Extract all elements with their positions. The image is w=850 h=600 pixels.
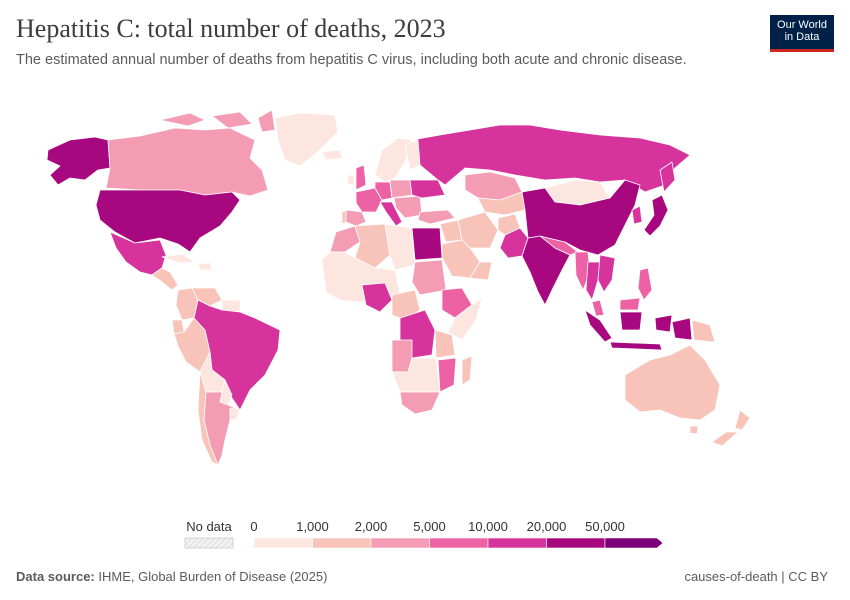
legend-swatch[interactable]	[487, 537, 547, 549]
chart-subtitle: The estimated annual number of deaths fr…	[16, 52, 687, 68]
region-ukraine[interactable]	[409, 179, 446, 199]
source-text: IHME, Global Burden of Disease (2025)	[94, 569, 328, 584]
region-iceland[interactable]	[321, 149, 343, 161]
region-australia[interactable]	[624, 344, 721, 421]
chart-title: Hepatitis C: total number of deaths, 202…	[16, 14, 446, 43]
legend-swatch[interactable]	[429, 537, 489, 549]
legend-tick-label: 2,000	[355, 519, 388, 534]
legend-swatch[interactable]	[604, 537, 664, 549]
region-turkey[interactable]	[417, 209, 456, 225]
region-brazil[interactable]	[193, 299, 281, 411]
source-note: Data source: IHME, Global Burden of Dise…	[16, 569, 327, 584]
region-malaysia[interactable]	[591, 297, 641, 317]
region-sudan[interactable]	[411, 259, 447, 296]
region-ecuador[interactable]	[171, 319, 185, 335]
region-japan[interactable]	[643, 194, 669, 237]
region-kamchatka[interactable]	[659, 161, 676, 193]
region-indonesia[interactable]	[584, 309, 693, 351]
owid-logo[interactable]: Our World in Data	[770, 15, 834, 52]
region-poland[interactable]	[389, 179, 413, 199]
region-greenland[interactable]	[274, 112, 339, 167]
legend-swatch[interactable]	[370, 537, 430, 549]
region-venezuela[interactable]	[191, 287, 223, 307]
region-united-states[interactable]	[95, 189, 241, 253]
logo-line-2: in Data	[784, 31, 820, 43]
legend-tick-label: 10,000	[468, 519, 508, 534]
region-nigeria[interactable]	[361, 282, 393, 313]
region-russia[interactable]	[411, 124, 691, 193]
region-libya[interactable]	[384, 223, 416, 271]
legend-tick-label: 50,000	[585, 519, 625, 534]
legend: No data 0 1,000 2,000 5,000 10,000 20,000 50,0…	[184, 519, 664, 549]
region-canada-islands[interactable]	[159, 109, 276, 133]
source-label: Data source:	[16, 569, 95, 584]
legend-tick-label: 5,000	[413, 519, 446, 534]
region-china[interactable]	[521, 179, 641, 256]
region-vietnam-cambodia[interactable]	[597, 254, 616, 293]
region-tasmania[interactable]	[689, 425, 699, 435]
region-uruguay[interactable]	[229, 407, 241, 421]
region-philippines[interactable]	[637, 267, 653, 301]
region-south-africa[interactable]	[399, 391, 441, 415]
region-thailand[interactable]	[585, 261, 601, 301]
region-ireland[interactable]	[346, 174, 355, 186]
legend-swatch[interactable]	[312, 537, 372, 549]
region-egypt[interactable]	[411, 227, 443, 261]
region-somalia-kenya[interactable]	[447, 297, 483, 341]
region-germany[interactable]	[374, 181, 393, 201]
legend-no-data-label: No data	[186, 519, 232, 534]
legend-tick-label: 20,000	[527, 519, 567, 534]
region-caribbean[interactable]	[161, 253, 213, 271]
legend-tick-label: 1,000	[296, 519, 329, 534]
region-yemen-oman[interactable]	[469, 261, 493, 281]
region-new-zealand[interactable]	[711, 409, 751, 447]
region-portugal[interactable]	[341, 209, 347, 225]
license-note[interactable]: causes-of-death | CC BY	[684, 569, 828, 584]
region-tanzania[interactable]	[434, 329, 456, 359]
legend-tick-label: 0	[250, 519, 257, 534]
region-central-america[interactable]	[151, 267, 179, 291]
region-mozambique[interactable]	[437, 357, 457, 393]
region-united-kingdom[interactable]	[355, 164, 367, 191]
legend-swatch[interactable]	[546, 537, 606, 549]
region-italy[interactable]	[379, 201, 403, 227]
legend-swatch[interactable]	[253, 537, 313, 549]
region-alaska[interactable]	[46, 136, 111, 186]
region-papua-new-guinea[interactable]	[691, 319, 716, 343]
logo-line-1: Our World	[777, 19, 827, 31]
region-madagascar[interactable]	[461, 355, 473, 386]
region-canada[interactable]	[105, 127, 269, 197]
region-morocco[interactable]	[329, 225, 361, 253]
region-finland[interactable]	[404, 139, 421, 171]
region-korea[interactable]	[631, 205, 643, 225]
legend-no-data-swatch	[184, 537, 234, 549]
world-map	[46, 109, 751, 466]
